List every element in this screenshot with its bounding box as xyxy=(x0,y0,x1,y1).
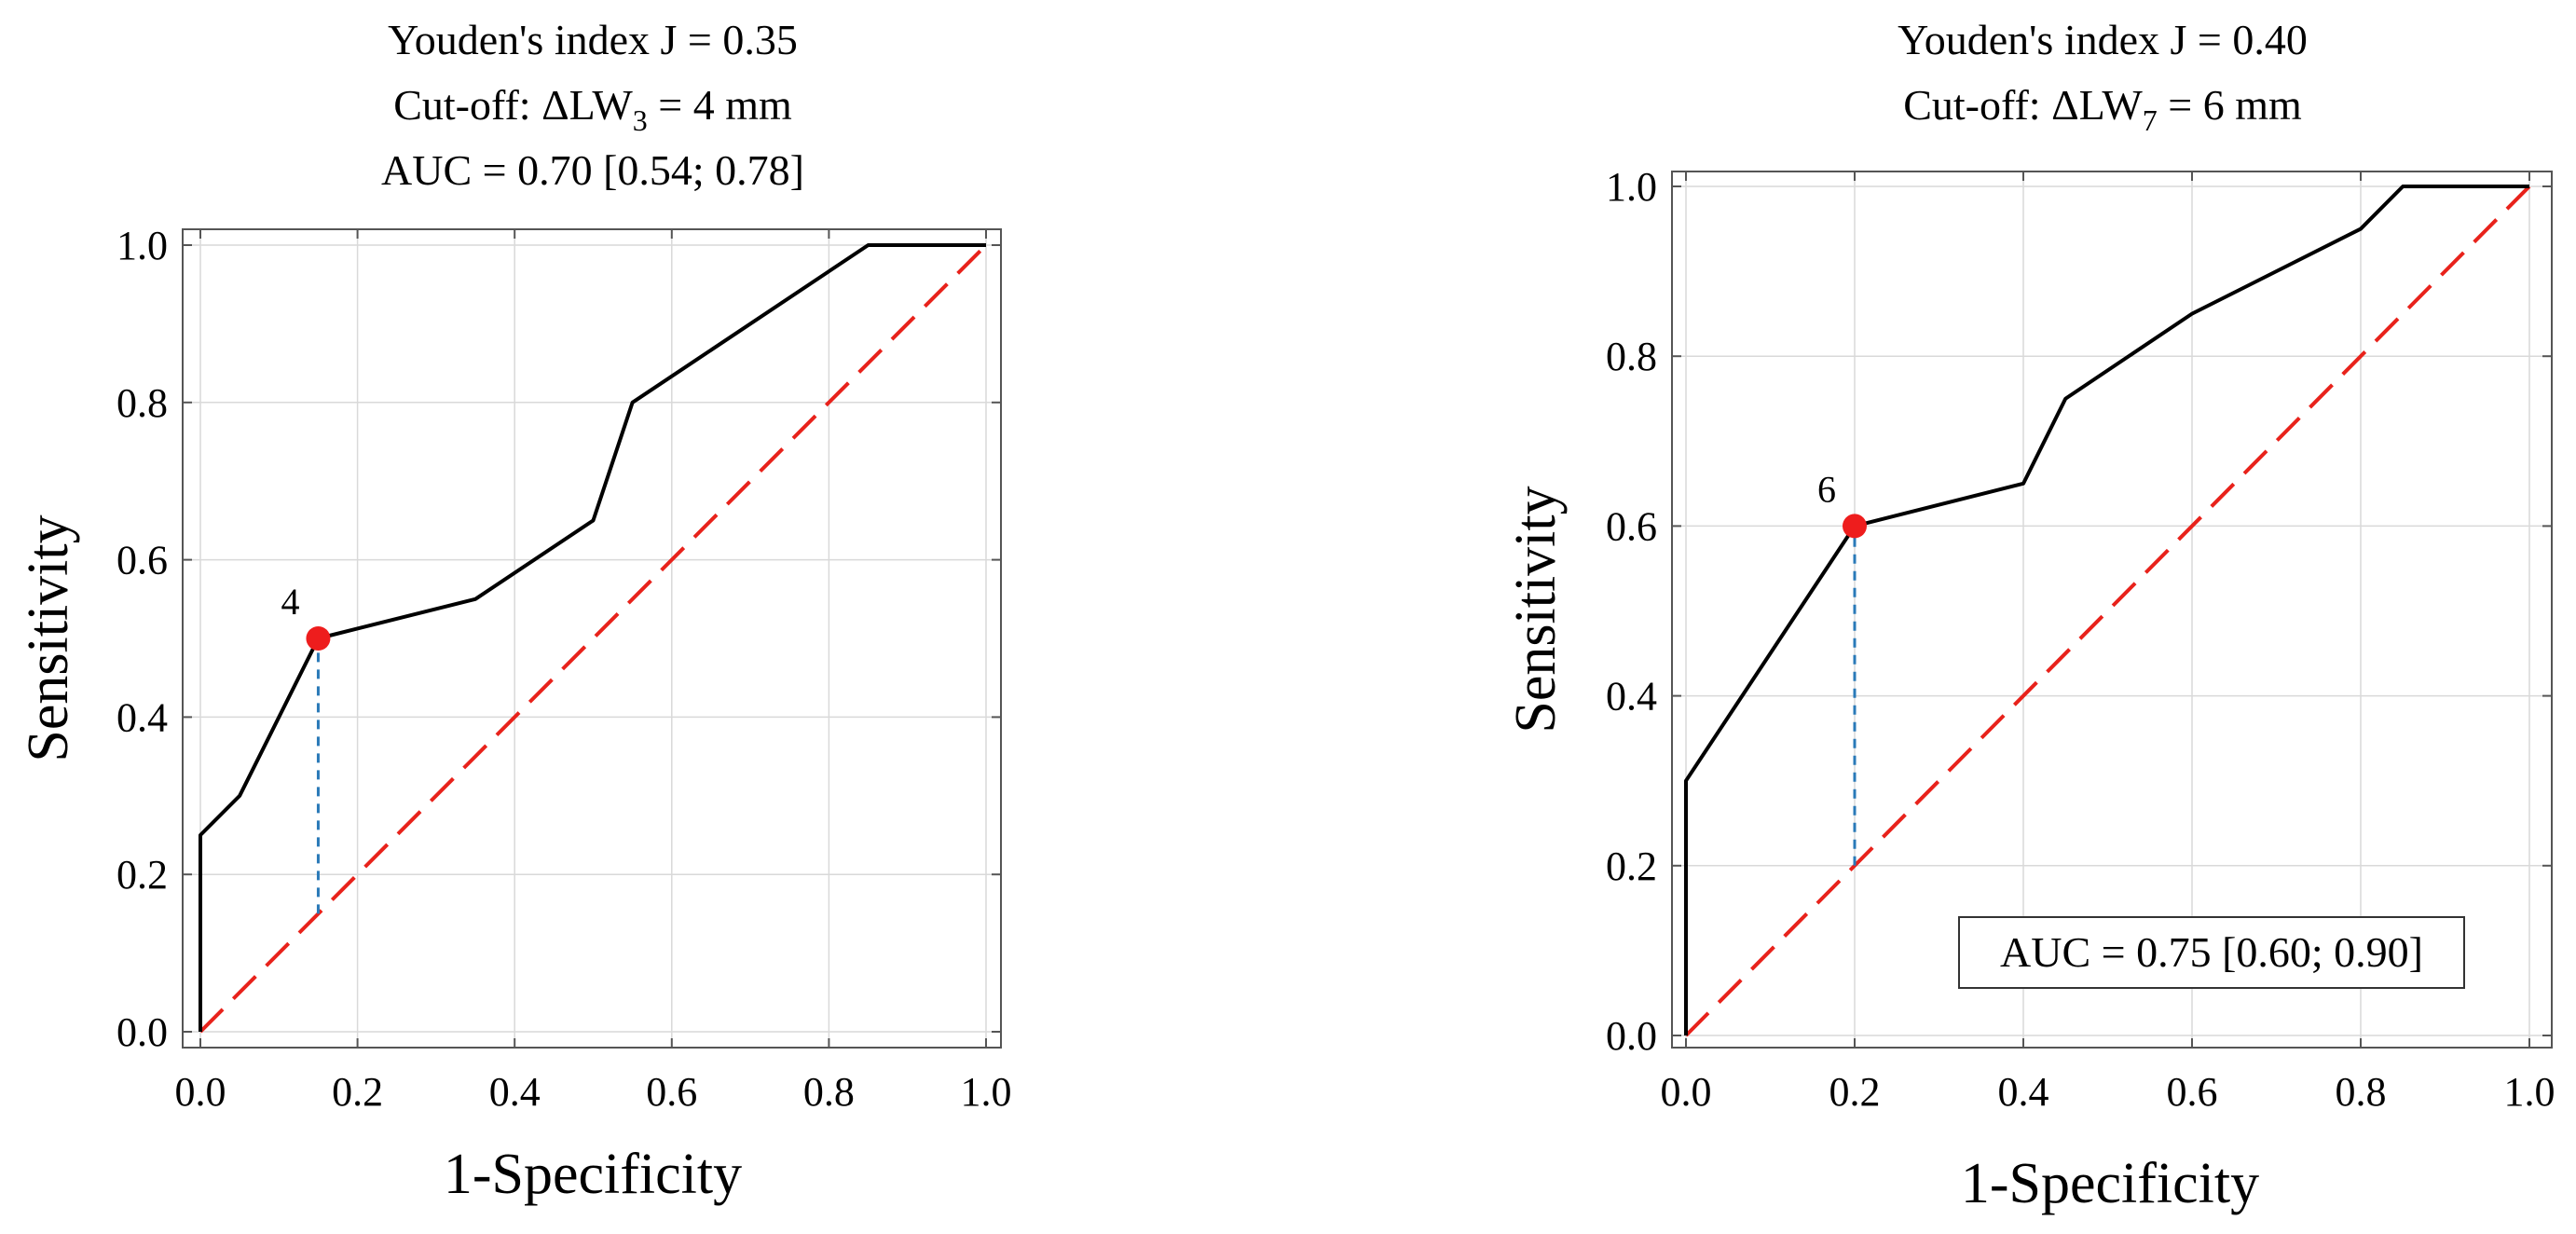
cutoff-point-label: 4 xyxy=(281,581,299,623)
x-tick-label: 0.2 xyxy=(332,1069,383,1115)
plot-frame xyxy=(182,228,1002,1049)
x-tick-label: 0.8 xyxy=(803,1069,855,1115)
tick-marks xyxy=(183,229,1001,1048)
auc-box xyxy=(1958,916,2465,989)
cutoff-point-label: 6 xyxy=(1817,468,1836,510)
y-tick-label: 0.2 xyxy=(116,852,168,898)
series-layer: 6 xyxy=(1684,185,2531,1037)
y-tick-label: 0.6 xyxy=(1606,503,1657,549)
cutoff-point xyxy=(1843,514,1867,539)
y-tick-label: 0.2 xyxy=(1606,843,1657,889)
x-axis-label: 1-Specificity xyxy=(1961,1152,2259,1215)
title-auc: AUC = 0.70 [0.54; 0.78] xyxy=(381,146,804,194)
y-tick-label: 0.4 xyxy=(116,694,168,740)
x-tick-label: 0.0 xyxy=(175,1069,226,1115)
y-tick-label: 0.4 xyxy=(1606,674,1657,720)
cutoff-prefix: Cut-off: ΔLW xyxy=(393,81,633,129)
title-cutoff: Cut-off: ΔLW7 = 6 mm xyxy=(1903,81,2302,137)
x-tick-label: 0.2 xyxy=(1829,1069,1881,1115)
title-youden: Youden's index J = 0.40 xyxy=(1898,16,2308,63)
y-tick-label: 0.6 xyxy=(116,538,168,583)
y-tick-label: 1.0 xyxy=(1606,164,1657,210)
tick-marks xyxy=(1672,171,2552,1048)
cutoff-suffix: = 4 mm xyxy=(648,81,792,129)
cutoff-subscript: 7 xyxy=(2143,103,2158,137)
roc-curve xyxy=(1684,185,2529,1035)
x-tick-labels: 0.0 0.2 0.4 0.6 0.8 1.0 xyxy=(175,1069,1012,1115)
x-tick-label: 0.4 xyxy=(489,1069,541,1115)
reference-diagonal-line xyxy=(1684,185,2531,1037)
x-tick-label: 0.0 xyxy=(1661,1069,1712,1115)
y-tick-label: 1.0 xyxy=(116,223,168,268)
roc-chart-right: Youden's index J = 0.40 Cut-off: ΔLW7 = … xyxy=(1504,16,2555,1215)
x-tick-label: 0.4 xyxy=(1998,1069,2049,1115)
x-tick-label: 0.8 xyxy=(2336,1069,2387,1115)
x-tick-label: 1.0 xyxy=(2504,1069,2555,1115)
y-tick-label: 0.0 xyxy=(1606,1013,1657,1059)
y-axis-label: Sensitivity xyxy=(17,514,80,761)
y-tick-labels: 0.0 0.2 0.4 0.6 0.8 1.0 xyxy=(1606,164,1657,1059)
roc-chart-left: Youden's index J = 0.35 Cut-off: ΔLW3 = … xyxy=(17,16,1012,1206)
title-cutoff: Cut-off: ΔLW3 = 4 mm xyxy=(393,81,792,137)
plot-frame xyxy=(1671,171,2553,1049)
y-tick-label: 0.8 xyxy=(1606,334,1657,379)
y-tick-labels: 0.0 0.2 0.4 0.6 0.8 1.0 xyxy=(116,223,168,1055)
y-tick-label: 0.8 xyxy=(116,380,168,426)
auc-box-text: AUC = 0.75 [0.60; 0.90] xyxy=(2000,928,2423,976)
series-layer: 4 xyxy=(199,243,988,1034)
title-youden: Youden's index J = 0.35 xyxy=(388,16,798,63)
cutoff-suffix: = 6 mm xyxy=(2158,81,2302,129)
cutoff-prefix: Cut-off: ΔLW xyxy=(1903,81,2143,129)
y-axis-label: Sensitivity xyxy=(1504,486,1568,733)
grid xyxy=(183,229,1001,1048)
cutoff-point xyxy=(306,626,331,651)
cutoff-subscript: 3 xyxy=(633,103,648,137)
x-tick-label: 0.6 xyxy=(646,1069,697,1115)
y-tick-label: 0.0 xyxy=(116,1009,168,1055)
x-tick-labels: 0.0 0.2 0.4 0.6 0.8 1.0 xyxy=(1661,1069,2555,1115)
x-tick-label: 1.0 xyxy=(961,1069,1012,1115)
roc-curve xyxy=(199,243,986,1032)
x-axis-label: 1-Specificity xyxy=(444,1143,742,1206)
x-tick-label: 0.6 xyxy=(2167,1069,2218,1115)
